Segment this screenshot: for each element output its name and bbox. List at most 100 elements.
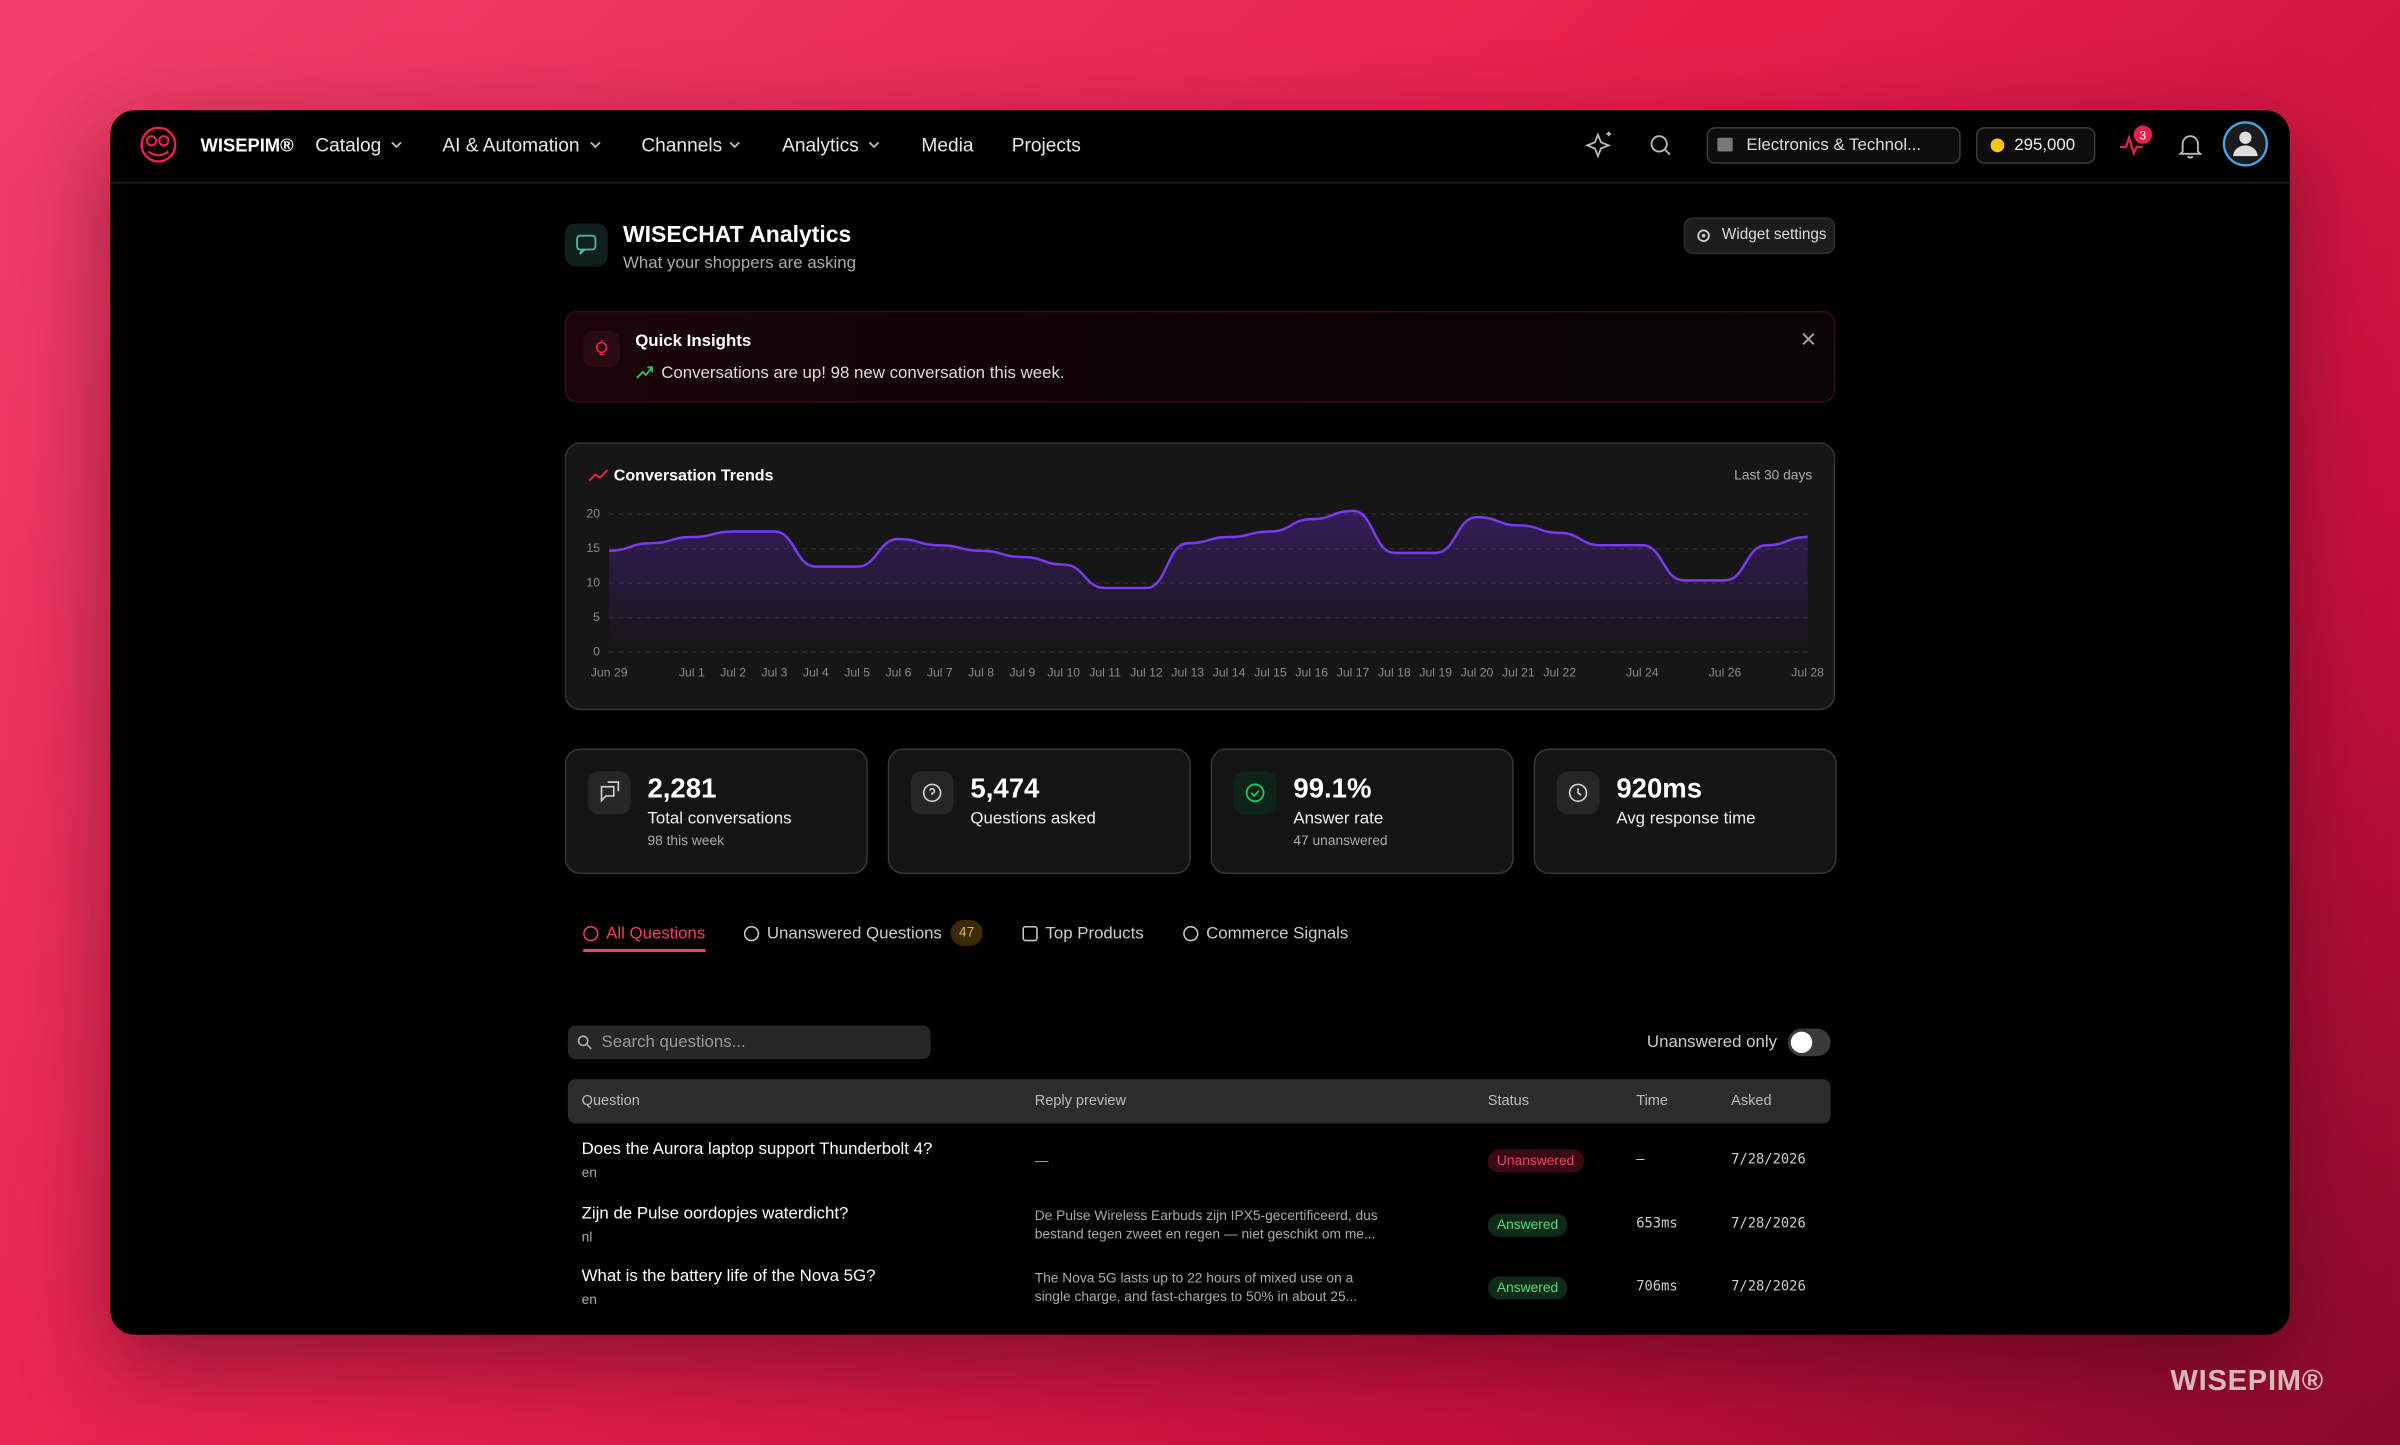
alert-count: 3 xyxy=(2139,127,2147,142)
tab-icon xyxy=(743,926,760,942)
reply-preview: — xyxy=(1034,1152,1049,1168)
menu-item[interactable]: AI & Automation xyxy=(442,134,580,157)
logo xyxy=(140,126,177,163)
insight-message: Conversations are up! 98 new conversatio… xyxy=(661,364,1065,383)
search-box[interactable] xyxy=(567,1025,931,1060)
x-tick-label: Jul 12 xyxy=(1130,666,1163,680)
language: nl xyxy=(581,1228,593,1244)
y-tick-label: 10 xyxy=(586,575,600,589)
x-tick-label: Jul 2 xyxy=(720,666,746,680)
search-placeholder[interactable]: Search questions... xyxy=(601,1033,746,1052)
reply-preview: single charge, and fast-charges to 50% i… xyxy=(1034,1288,1358,1305)
menu-item[interactable]: Channels xyxy=(641,134,723,157)
stat-icon xyxy=(587,771,631,815)
menu-item[interactable]: Analytics xyxy=(782,134,859,157)
toggle-label: Unanswered only xyxy=(1646,1033,1778,1052)
reply-preview: bestand tegen zweet en regen — niet gesc… xyxy=(1034,1225,1376,1241)
watermark: WISEPIM® xyxy=(2170,1365,2324,1398)
stat-value: 99.1% xyxy=(1293,772,1372,804)
stat-label: Total conversations xyxy=(647,809,792,829)
credits: 295,000 xyxy=(2014,136,2076,155)
search-icon xyxy=(577,1035,592,1050)
status-badge: Answered xyxy=(1487,1213,1568,1236)
chart-title: Conversation Trends xyxy=(614,466,774,484)
response-time: — xyxy=(1636,1152,1645,1168)
chart-icon xyxy=(588,469,609,482)
nav-icons xyxy=(391,121,2268,167)
menu-item[interactable]: Media xyxy=(921,134,974,157)
workspace-select[interactable]: Electronics & Technol... xyxy=(1746,136,1922,155)
x-tick-label: Jul 21 xyxy=(1502,666,1535,680)
stat-icon xyxy=(1556,771,1600,815)
y-tick-label: 15 xyxy=(586,541,600,555)
nav-bar xyxy=(110,110,2290,184)
language: en xyxy=(581,1291,597,1308)
x-tick-label: Jul 5 xyxy=(844,666,870,680)
trend-chart: Conversation Trends Last 30 days 0 5 10 15 2… xyxy=(586,466,1824,680)
tab-label[interactable]: All Questions xyxy=(606,924,706,943)
menu-item[interactable]: Catalog xyxy=(315,134,382,157)
x-tick-label: Jun 29 xyxy=(591,666,628,680)
column-header: Reply preview xyxy=(1034,1092,1127,1110)
x-tick-label: Jul 7 xyxy=(927,666,953,680)
header-icon xyxy=(564,223,608,267)
x-tick-label: Jul 14 xyxy=(1213,666,1246,680)
x-tick-label: Jul 17 xyxy=(1337,666,1370,680)
reply-preview: The Nova 5G lasts up to 22 hours of mixe… xyxy=(1034,1270,1354,1286)
y-tick-label: 20 xyxy=(586,507,600,521)
tab-label[interactable]: Commerce Signals xyxy=(1206,924,1349,943)
question: Zijn de Pulse oordopjes waterdicht? xyxy=(581,1203,849,1223)
toggle-switch[interactable] xyxy=(1787,1028,1831,1057)
tab-icon xyxy=(1022,926,1038,942)
status-badge: Answered xyxy=(1487,1276,1568,1300)
x-tick-label: Jul 8 xyxy=(968,666,994,680)
y-tick-label: 5 xyxy=(593,610,600,624)
x-tick-label: Jul 15 xyxy=(1254,666,1287,680)
close-icon[interactable] xyxy=(1802,332,1816,346)
x-tick-label: Jul 4 xyxy=(803,666,829,680)
insight-icon xyxy=(583,330,620,368)
y-tick-label: 0 xyxy=(593,644,600,658)
tab-label[interactable]: Unanswered Questions xyxy=(766,924,942,943)
settings-label[interactable]: Widget settings xyxy=(1721,226,1827,244)
x-tick-label: Jul 19 xyxy=(1419,666,1452,680)
stat-glyph xyxy=(1245,783,1265,803)
stat-label: Questions asked xyxy=(970,809,1096,829)
x-tick-label: Jul 11 xyxy=(1089,666,1121,680)
x-tick-label: Jul 13 xyxy=(1171,666,1204,680)
chart-range: Last 30 days xyxy=(1734,468,1812,483)
x-tick-label: Jul 16 xyxy=(1295,666,1328,680)
gear-icon xyxy=(1697,229,1710,242)
column-header: Asked xyxy=(1731,1092,1772,1110)
stat-glyph xyxy=(922,783,942,803)
stat-note: 47 unanswered xyxy=(1293,832,1388,848)
stat-value: 2,281 xyxy=(647,772,717,804)
status-badge: Unanswered xyxy=(1487,1149,1584,1173)
area xyxy=(609,510,1808,653)
asked-date: 7/28/2026 xyxy=(1731,1152,1806,1168)
menu-item[interactable]: Projects xyxy=(1011,134,1081,157)
x-tick-label: Jul 9 xyxy=(1010,666,1036,680)
x-tick-label: Jul 22 xyxy=(1543,666,1576,680)
stat-glyph xyxy=(600,781,620,803)
x-tick-label: Jul 10 xyxy=(1047,666,1080,680)
column-header: Status xyxy=(1487,1092,1529,1110)
column-header: Question xyxy=(581,1092,640,1110)
brand: WISEPIM® xyxy=(200,134,294,157)
page-subtitle: What your shoppers are asking xyxy=(622,254,856,273)
line xyxy=(609,509,1808,590)
table-header xyxy=(567,1079,1831,1124)
stat-value: 5,474 xyxy=(970,772,1040,804)
tab-label[interactable]: Top Products xyxy=(1045,924,1144,943)
response-time: 653ms xyxy=(1636,1216,1678,1232)
stat-icon xyxy=(1233,771,1277,815)
column-header: Time xyxy=(1636,1092,1669,1110)
tab-icon xyxy=(583,926,599,942)
x-tick-label: Jul 24 xyxy=(1626,666,1659,680)
stat-icon xyxy=(910,771,954,815)
x-tick-label: Jul 28 xyxy=(1791,666,1824,680)
app-window xyxy=(110,110,2290,1335)
x-tick-label: Jul 6 xyxy=(886,666,912,680)
insights-panel xyxy=(564,310,1836,403)
